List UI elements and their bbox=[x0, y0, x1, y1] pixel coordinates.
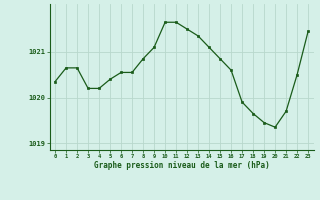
X-axis label: Graphe pression niveau de la mer (hPa): Graphe pression niveau de la mer (hPa) bbox=[94, 161, 269, 170]
